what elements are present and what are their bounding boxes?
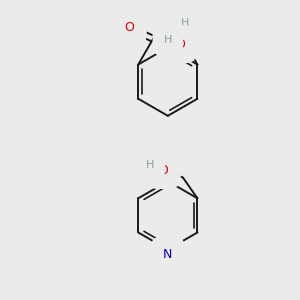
Text: O: O (124, 21, 134, 34)
Text: H: H (146, 160, 154, 170)
Text: H: H (180, 18, 189, 28)
Text: H: H (164, 35, 172, 45)
Text: N: N (163, 248, 172, 261)
Text: O: O (169, 22, 179, 35)
Text: O: O (175, 38, 184, 51)
Text: O: O (158, 164, 168, 177)
